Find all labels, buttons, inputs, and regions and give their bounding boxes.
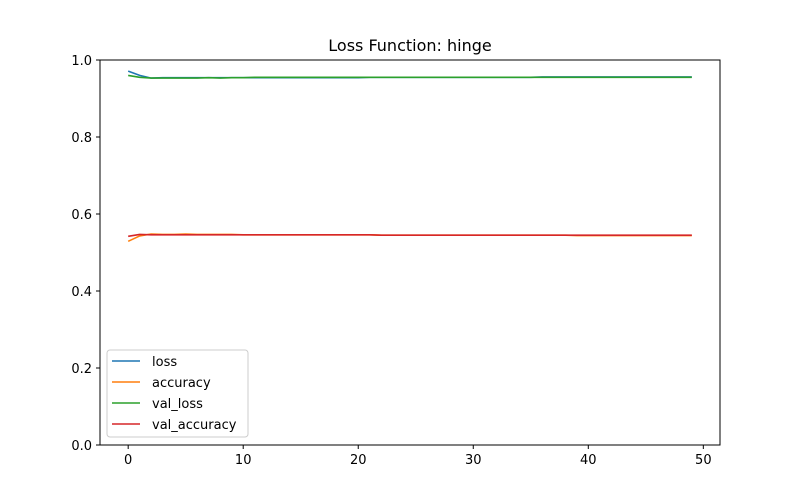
x-tick-label: 0 (124, 453, 132, 468)
y-tick-label: 0.2 (71, 362, 92, 377)
legend-label: accuracy (152, 376, 211, 391)
y-tick-label: 0.8 (71, 131, 92, 146)
legend-label: val_loss (152, 397, 203, 412)
chart-title: Loss Function: hinge (328, 36, 491, 55)
legend-label: loss (152, 355, 177, 370)
x-tick-label: 10 (235, 453, 252, 468)
y-tick-label: 0.6 (71, 208, 92, 223)
series-layer (127, 70, 692, 243)
legend-label: val_accuracy (152, 418, 237, 433)
x-tick-label: 20 (350, 453, 367, 468)
series-line-val-loss (128, 74, 692, 79)
y-tick-label: 0.4 (71, 285, 92, 300)
ticks-layer: 0 10 20 30 40 50 0.0 0.2 0.4 0.6 0.8 1.0 (71, 54, 711, 468)
plot-frame (99, 59, 721, 446)
x-tick-label: 40 (580, 453, 597, 468)
legend-box (106, 349, 249, 438)
y-tick-label: 1.0 (71, 54, 92, 69)
x-tick-label: 50 (695, 453, 712, 468)
series-line-val-accuracy (128, 233, 692, 238)
legend: loss accuracy val_loss val_accuracy (106, 349, 249, 438)
x-tick-label: 30 (465, 453, 482, 468)
y-tick-label: 0.0 (71, 439, 92, 454)
